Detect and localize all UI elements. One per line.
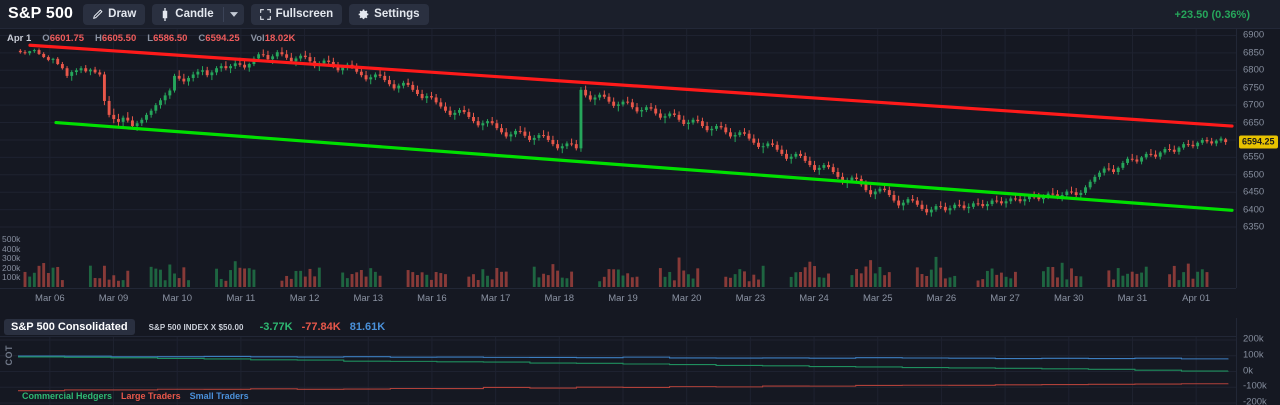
time-axis-tick: Apr 01 xyxy=(1182,293,1211,304)
time-axis-tick: Mar 09 xyxy=(98,293,129,304)
price-change: +23.50 (0.36%) xyxy=(1174,8,1250,21)
cot-values: -3.77K -77.84K 81.61K xyxy=(260,321,386,333)
draw-button-label: Draw xyxy=(108,8,137,20)
time-axis[interactable]: Mar 06 Mar 09 Mar 10 Mar 11 Mar 12 Mar 13 Mar … xyxy=(0,288,1236,307)
cot-axis-tick: -100k xyxy=(1243,380,1267,392)
volume-axis-tick: 100k xyxy=(2,272,21,283)
price-chart-pane[interactable] xyxy=(0,29,1236,288)
time-axis-tick: Mar 13 xyxy=(353,293,384,304)
time-axis-tick: Mar 11 xyxy=(226,293,256,304)
ohlc-date: Apr 1 xyxy=(7,33,32,44)
cot-legend-item[interactable]: Large Traders xyxy=(121,391,181,401)
time-axis-tick: Mar 06 xyxy=(35,293,65,304)
cot-legend: Commercial Hedgers Large Traders Small Tra… xyxy=(22,391,249,401)
time-axis-tick: Mar 16 xyxy=(417,293,447,304)
cot-chart-pane[interactable] xyxy=(0,336,1236,405)
time-axis-tick: Mar 12 xyxy=(289,293,320,304)
settings-button[interactable]: Settings xyxy=(349,3,429,25)
draw-button[interactable]: Draw xyxy=(83,3,146,25)
chevron-down-icon[interactable] xyxy=(224,4,244,25)
price-axis-tick: 6650 xyxy=(1243,117,1265,129)
fullscreen-button[interactable]: Fullscreen xyxy=(250,3,343,25)
cot-value-large-traders: -77.84K xyxy=(301,321,341,333)
price-axis-tick: 6900 xyxy=(1243,29,1265,41)
cot-axis-tick: 200k xyxy=(1243,333,1264,345)
candlestick-svg xyxy=(0,29,1236,288)
time-axis-tick: Mar 24 xyxy=(799,293,829,304)
candle-button-label: Candle xyxy=(175,8,214,20)
cot-value-small-traders: 81.61K xyxy=(349,321,386,333)
ohlc-low: L6586.50 xyxy=(147,33,188,44)
current-price-tag: 6594.25 xyxy=(1239,135,1278,149)
price-axis-tick: 6450 xyxy=(1243,186,1265,198)
ohlc-high: H6605.50 xyxy=(95,33,137,44)
cot-subtitle: S&P 500 INDEX X $50.00 xyxy=(148,322,244,332)
time-axis-tick: Mar 31 xyxy=(1117,293,1148,304)
cot-header: S&P 500 Consolidated S&P 500 INDEX X $50… xyxy=(0,318,1280,336)
volume-axis-tick: 500k xyxy=(2,234,21,244)
price-axis-tick: 6500 xyxy=(1243,169,1265,181)
ohlc-open: O6601.75 xyxy=(42,33,85,44)
page-title: S&P 500 xyxy=(8,5,74,22)
price-axis-tick: 6750 xyxy=(1243,82,1265,94)
price-axis-tick: 6700 xyxy=(1243,99,1265,111)
volume-axis-tick: 200k xyxy=(2,262,21,273)
time-axis-tick: Mar 19 xyxy=(608,293,638,304)
ohlc-legend: Apr 1 O6601.75 H6605.50 L6586.50 C6594.2… xyxy=(7,33,295,44)
toolbar: S&P 500 Draw Candle xyxy=(0,0,1280,29)
pencil-icon xyxy=(92,9,103,20)
ohlc-close: C6594.25 xyxy=(198,33,240,44)
price-axis-tick: 6400 xyxy=(1243,204,1265,216)
volume-axis-tick: 400k xyxy=(2,243,21,254)
time-axis-tick: Mar 10 xyxy=(162,293,192,304)
cot-legend-item[interactable]: Commercial Hedgers xyxy=(22,391,113,401)
cot-svg xyxy=(0,337,1236,405)
time-axis-tick: Mar 18 xyxy=(544,293,575,304)
time-axis-tick: Mar 27 xyxy=(990,293,1020,304)
price-axis[interactable]: 6900 6850 6800 6750 6700 6650 6550 6500 6450 6400… xyxy=(1236,29,1280,288)
cot-axis-label: COT xyxy=(4,345,14,366)
candle-type-selector[interactable]: Candle xyxy=(152,3,244,25)
cot-title[interactable]: S&P 500 Consolidated xyxy=(4,319,135,335)
gear-icon xyxy=(358,9,369,20)
cot-legend-item[interactable]: Small Traders xyxy=(189,391,249,401)
time-axis-tick: Mar 17 xyxy=(480,293,511,304)
cot-axis-tick: 100k xyxy=(1243,349,1264,361)
cot-axis-tick: -200k xyxy=(1243,396,1267,405)
settings-button-label: Settings xyxy=(374,8,420,20)
fullscreen-icon xyxy=(259,8,271,20)
time-axis-tick: Mar 25 xyxy=(862,293,893,304)
candle-button[interactable]: Candle xyxy=(152,4,222,25)
price-axis-tick: 6550 xyxy=(1243,151,1265,163)
divider xyxy=(222,6,224,22)
ohlc-volume: Vol18.02K xyxy=(250,33,296,44)
price-axis-tick: 6350 xyxy=(1243,221,1265,233)
time-axis-tick: Mar 30 xyxy=(1053,293,1084,304)
cot-axis[interactable]: 200k 100k 0k -100k -200k xyxy=(1236,318,1280,405)
volume-axis-tick: 300k xyxy=(2,253,21,264)
price-axis-tick: 6800 xyxy=(1243,64,1265,76)
cot-value-hedgers: -3.77K xyxy=(259,321,293,333)
volume-axis: 500k 400k 300k 200k 100k xyxy=(2,234,21,283)
cot-axis-tick: 0k xyxy=(1243,365,1254,376)
time-axis-tick: Mar 23 xyxy=(735,293,766,304)
price-axis-tick: 6850 xyxy=(1243,47,1265,59)
candlestick-icon xyxy=(161,7,169,21)
time-axis-tick: Mar 26 xyxy=(926,293,957,304)
fullscreen-button-label: Fullscreen xyxy=(275,8,334,20)
time-axis-tick: Mar 20 xyxy=(671,293,702,304)
